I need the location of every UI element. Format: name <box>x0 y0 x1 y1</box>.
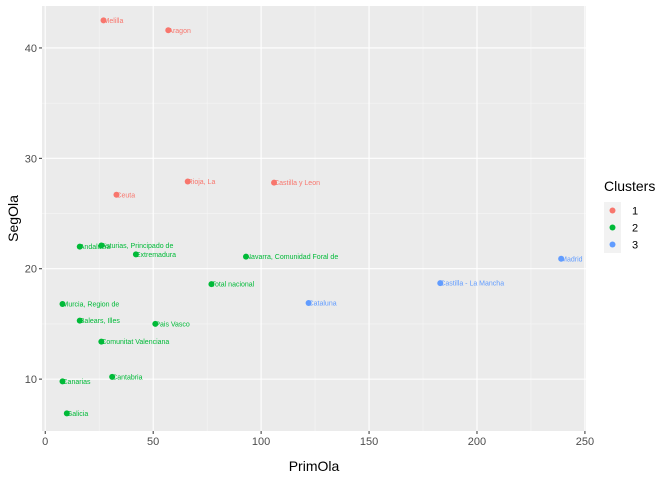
data-point <box>109 373 116 380</box>
data-point <box>63 410 70 417</box>
legend-label: 1 <box>632 206 638 218</box>
data-point <box>184 178 191 185</box>
y-axis-title: SegOla <box>5 195 21 242</box>
legend-title: Clusters <box>604 178 655 194</box>
point-label: Extremadura <box>136 252 176 259</box>
point-label: Galicia <box>67 411 89 418</box>
data-point <box>132 251 139 258</box>
data-point <box>113 191 120 198</box>
data-point <box>100 17 107 24</box>
minor-gridlines <box>42 6 586 431</box>
y-tick-label: 40 <box>25 43 37 55</box>
point-label: Ceuta <box>116 192 135 199</box>
point-label: Cantabria <box>112 374 142 381</box>
legend-label: 2 <box>632 223 638 235</box>
point-label: Canarias <box>63 379 92 386</box>
legend-swatch <box>609 224 616 231</box>
legend-entries: 1 2 3 <box>604 202 638 253</box>
point-label: Melilla <box>104 18 124 25</box>
x-tick-label: 150 <box>360 436 378 448</box>
y-tick-label: 20 <box>25 264 37 276</box>
major-gridlines <box>42 6 586 431</box>
point-label: Navarra, Comunidad Foral de <box>246 254 338 261</box>
legend-label: 3 <box>632 240 638 252</box>
x-axis-title: PrimOla <box>289 458 340 474</box>
x-tick-label: 50 <box>147 436 159 448</box>
x-tick-label: 0 <box>42 436 48 448</box>
point-label: Castilla y Leon <box>274 180 320 187</box>
point-label: Balears, Illes <box>80 318 121 325</box>
data-point <box>305 299 312 306</box>
x-tick-label: 250 <box>576 436 594 448</box>
x-tick-label: 100 <box>252 436 270 448</box>
point-label: Murcia, Region de <box>63 302 120 309</box>
y-axis-ticks: 10 20 30 40 <box>25 43 42 386</box>
data-point <box>152 320 159 327</box>
point-labels: Melilla Aragon Rioja, La Castilla y Leon Ceu… <box>63 18 583 418</box>
point-label: Andalucia <box>80 244 111 251</box>
data-point <box>76 243 83 250</box>
data-point <box>98 242 105 249</box>
y-tick-label: 30 <box>25 153 37 165</box>
data-points <box>59 17 565 417</box>
legend-swatch <box>609 207 616 214</box>
legend: Clusters 1 2 3 <box>604 178 655 253</box>
data-point <box>243 253 249 260</box>
point-label: Rioja, La <box>188 179 216 186</box>
data-point <box>76 317 83 324</box>
data-point <box>271 179 278 186</box>
y-tick-label: 10 <box>25 374 37 386</box>
point-label: Total nacional <box>211 282 254 289</box>
data-point <box>98 338 105 345</box>
legend-swatch <box>609 241 616 248</box>
point-label: Asturias, Principado de <box>101 243 173 250</box>
data-point <box>437 280 444 287</box>
x-tick-label: 200 <box>468 436 486 448</box>
plot-panel <box>42 6 586 431</box>
point-label: Pais Vasco <box>155 321 190 328</box>
data-point <box>208 281 215 288</box>
point-label: Cataluna <box>309 300 337 307</box>
data-point <box>558 255 565 262</box>
data-point <box>59 378 66 385</box>
point-label: Aragon <box>168 28 191 35</box>
point-label: Castilla - La Mancha <box>440 281 504 288</box>
point-label: Comunitat Valenciana <box>101 339 169 346</box>
data-point <box>59 301 66 308</box>
point-label: Madrid <box>561 256 583 263</box>
data-point <box>165 27 172 34</box>
x-axis-ticks: 0 50 100 150 200 250 <box>42 431 594 448</box>
